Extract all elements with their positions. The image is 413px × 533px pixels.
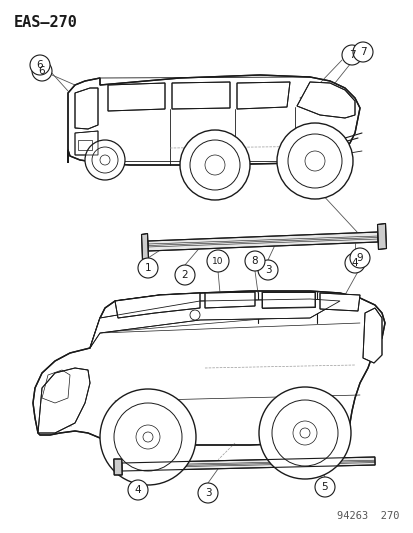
- Circle shape: [244, 251, 264, 271]
- Circle shape: [85, 140, 125, 180]
- Polygon shape: [147, 232, 377, 251]
- Text: 10: 10: [212, 256, 223, 265]
- Circle shape: [30, 55, 50, 75]
- Text: 94263  270: 94263 270: [337, 511, 399, 521]
- Polygon shape: [204, 292, 254, 308]
- Circle shape: [175, 265, 195, 285]
- Circle shape: [32, 61, 52, 81]
- Polygon shape: [377, 223, 386, 249]
- Circle shape: [259, 387, 350, 479]
- Polygon shape: [261, 292, 314, 308]
- Text: 7: 7: [359, 47, 366, 57]
- Circle shape: [197, 483, 218, 503]
- Circle shape: [276, 123, 352, 199]
- Circle shape: [271, 400, 337, 466]
- Circle shape: [92, 147, 118, 173]
- Text: 2: 2: [181, 270, 188, 280]
- Polygon shape: [33, 291, 384, 445]
- Polygon shape: [75, 88, 98, 129]
- Text: 1: 1: [144, 263, 151, 273]
- Circle shape: [190, 310, 199, 320]
- Polygon shape: [319, 293, 359, 311]
- Text: 6: 6: [37, 60, 43, 70]
- Polygon shape: [362, 308, 381, 363]
- Circle shape: [314, 477, 334, 497]
- Polygon shape: [75, 131, 98, 155]
- Polygon shape: [171, 82, 230, 109]
- Text: 9: 9: [356, 253, 363, 263]
- Polygon shape: [108, 83, 165, 111]
- Circle shape: [100, 389, 195, 485]
- Text: 7: 7: [348, 50, 354, 60]
- Polygon shape: [121, 457, 374, 471]
- Text: EAS–270: EAS–270: [14, 15, 78, 30]
- Polygon shape: [68, 75, 359, 165]
- Circle shape: [128, 480, 147, 500]
- Circle shape: [206, 250, 228, 272]
- Text: 3: 3: [264, 265, 271, 275]
- Text: 8: 8: [251, 256, 258, 266]
- Circle shape: [287, 134, 341, 188]
- Polygon shape: [236, 82, 289, 109]
- Polygon shape: [141, 233, 148, 260]
- Circle shape: [190, 140, 240, 190]
- Circle shape: [138, 258, 158, 278]
- Polygon shape: [38, 368, 90, 433]
- Circle shape: [344, 253, 364, 273]
- Circle shape: [349, 248, 369, 268]
- Text: 4: 4: [351, 258, 357, 268]
- Text: 3: 3: [204, 488, 211, 498]
- Polygon shape: [296, 82, 354, 118]
- Circle shape: [257, 260, 277, 280]
- Circle shape: [114, 403, 182, 471]
- Polygon shape: [115, 293, 199, 318]
- Text: 5: 5: [321, 482, 328, 492]
- Polygon shape: [114, 459, 122, 475]
- Circle shape: [341, 45, 361, 65]
- Circle shape: [352, 42, 372, 62]
- Polygon shape: [90, 299, 339, 348]
- Text: 4: 4: [134, 485, 141, 495]
- Text: 6: 6: [38, 66, 45, 76]
- Circle shape: [180, 130, 249, 200]
